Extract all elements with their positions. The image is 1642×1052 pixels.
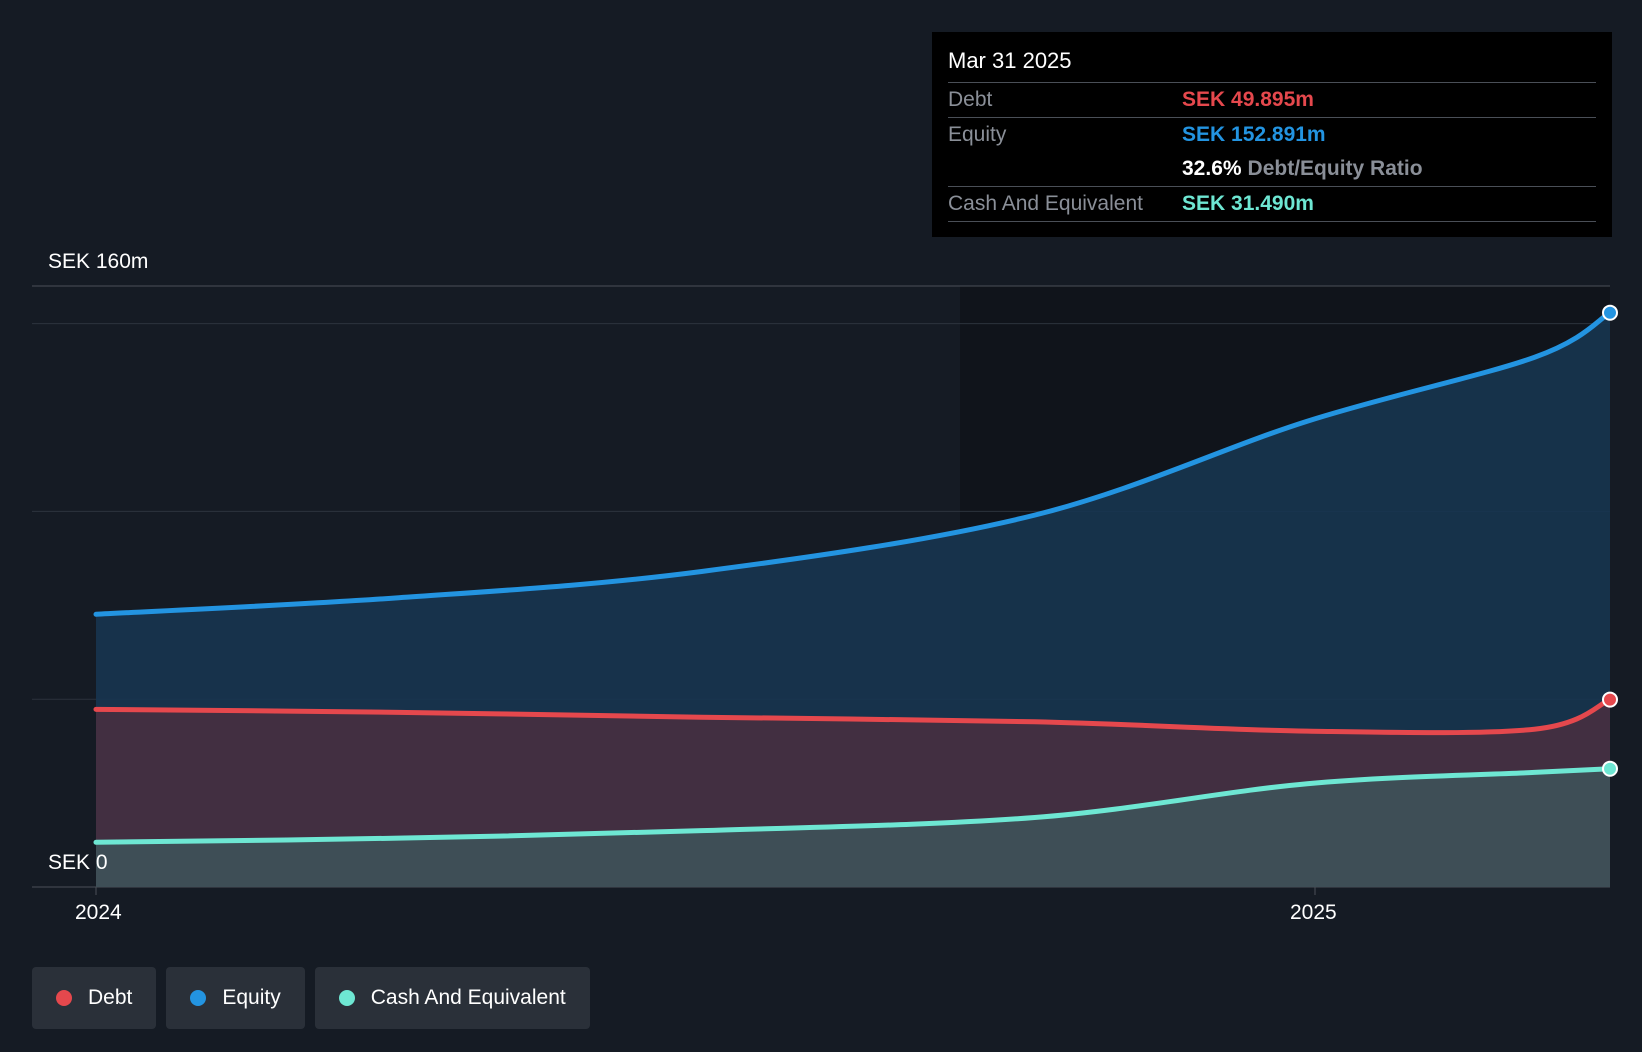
cash-and-equivalent-line xyxy=(93,766,1613,845)
equity-dot-icon xyxy=(190,990,207,1006)
series-end-markers xyxy=(1602,304,1618,777)
tooltip-equity-value: SEK 152.891m xyxy=(1182,123,1326,146)
legend-item-equity[interactable]: Equity xyxy=(166,967,305,1029)
tooltip-debt-value: SEK 49.895m xyxy=(1182,88,1314,111)
legend-item-cash[interactable]: Cash And Equivalent xyxy=(314,967,590,1029)
debt-line xyxy=(93,697,1613,736)
x-tick-label-2024: 2024 xyxy=(75,901,122,924)
legend-label-debt: Debt xyxy=(88,986,133,1009)
chart-legend: Debt Equity Cash And Equivalent xyxy=(32,967,590,1029)
x-tick-label-2025: 2025 xyxy=(1290,901,1337,924)
cash-dot-icon xyxy=(338,990,355,1006)
tooltip-cash-value: SEK 31.490m xyxy=(1182,192,1314,215)
series-lines xyxy=(93,310,1613,845)
tooltip-date: Mar 31 2025 xyxy=(948,48,1072,73)
equity-end-marker xyxy=(1602,304,1618,321)
equity-line xyxy=(93,310,1613,617)
legend-item-debt[interactable]: Debt xyxy=(32,967,157,1029)
y-axis-bottom-label: SEK 0 xyxy=(48,851,108,874)
cash-and-equivalent-end-marker xyxy=(1602,760,1618,777)
tooltip-ratio-value: 32.6% xyxy=(1182,157,1242,180)
tooltip-ratio-label: Debt/Equity Ratio xyxy=(1247,157,1423,180)
data-tooltip: Mar 31 2025 Debt SEK 49.895m Equity SEK … xyxy=(932,32,1612,237)
debt-dot-icon xyxy=(56,990,72,1006)
legend-label-equity: Equity xyxy=(222,986,281,1009)
x-axis-ticks xyxy=(95,887,1316,895)
legend-label-cash: Cash And Equivalent xyxy=(370,986,566,1009)
tooltip-debt-label: Debt xyxy=(948,88,993,111)
debt-end-marker xyxy=(1602,691,1618,708)
tooltip-equity-label: Equity xyxy=(948,123,1007,146)
tooltip-cash-label: Cash And Equivalent xyxy=(948,192,1143,215)
y-axis-top-label: SEK 160m xyxy=(48,250,149,273)
